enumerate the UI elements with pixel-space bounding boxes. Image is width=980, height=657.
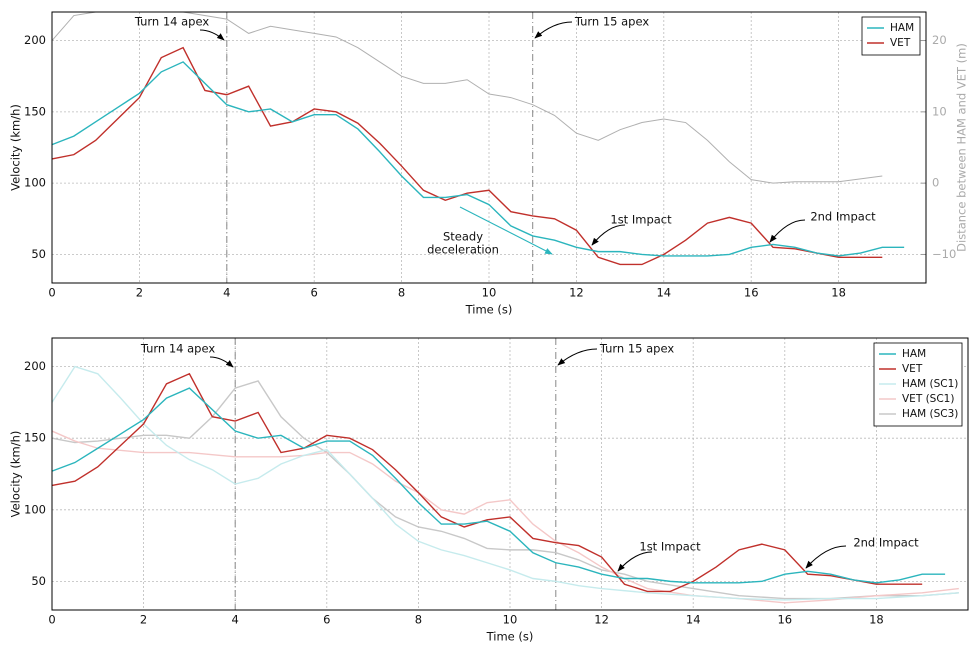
annotation-arrow (557, 348, 598, 366)
annotation-arrow (534, 21, 573, 39)
x-tick-label: 14 (686, 613, 701, 627)
y-tick-label: 150 (24, 431, 46, 445)
legend-label: VET (SC1) (902, 393, 954, 405)
annotation-arrow (209, 356, 234, 368)
x-tick-label: 6 (311, 286, 318, 300)
x-tick-label: 2 (136, 286, 143, 300)
annotation: 1st Impact (639, 540, 701, 554)
x-tick-label: 0 (48, 613, 55, 627)
x-tick-label: 16 (777, 613, 792, 627)
legend-box (861, 16, 921, 56)
data-line (51, 387, 946, 584)
y-tick-label: 200 (24, 33, 46, 47)
annotation-arrow (617, 551, 653, 572)
y2-tick-label: 0 (932, 176, 939, 190)
x-tick-label: 12 (594, 613, 609, 627)
x-tick-label: 12 (569, 286, 584, 300)
y-axis-label: Velocity (km/h) (9, 104, 23, 191)
legend-label: VET (902, 363, 923, 375)
y2-tick-label: 20 (932, 33, 947, 47)
y-tick-label: 100 (24, 502, 46, 516)
annotation: Steady (443, 230, 483, 244)
x-axis-label: Time (s) (465, 303, 513, 317)
legend-label: VET (890, 37, 911, 49)
y2-tick-label: 10 (932, 104, 947, 118)
annotation: deceleration (427, 243, 499, 257)
y-tick-label: 50 (31, 247, 46, 261)
data-line (51, 380, 959, 600)
annotation-arrow (199, 29, 225, 41)
x-tick-label: 10 (503, 613, 518, 627)
legend-label: HAM (SC3) (902, 408, 958, 420)
data-line (51, 61, 905, 257)
annotation: Turn 15 apex (574, 15, 650, 29)
annotation: Turn 14 apex (140, 342, 216, 356)
x-tick-label: 14 (656, 286, 671, 300)
x-tick-label: 4 (232, 613, 239, 627)
data-line (51, 46, 883, 266)
annotation: 2nd Impact (810, 210, 876, 224)
x-tick-label: 10 (482, 286, 497, 300)
plot-frame (51, 11, 927, 284)
data-line (51, 365, 959, 601)
y-tick-label: 100 (24, 176, 46, 190)
plot-frame (51, 337, 969, 611)
x-tick-label: 16 (744, 286, 759, 300)
x-tick-label: 18 (869, 613, 884, 627)
data-line (51, 11, 883, 184)
legend-label: HAM (SC1) (902, 378, 958, 390)
x-tick-label: 0 (48, 286, 55, 300)
annotation-arrow (459, 206, 553, 255)
annotation-arrow (591, 224, 626, 246)
data-line (51, 372, 923, 593)
x-tick-label: 2 (140, 613, 147, 627)
annotation-arrow (805, 545, 847, 569)
annotation: Turn 15 apex (599, 342, 675, 356)
legend-label: HAM (902, 348, 926, 360)
annotation: 1st Impact (610, 213, 672, 227)
x-tick-label: 8 (415, 613, 422, 627)
annotation-arrow (769, 219, 806, 243)
y-axis-label: Velocity (km/h) (9, 431, 23, 518)
x-axis-label: Time (s) (486, 630, 534, 644)
x-tick-label: 6 (323, 613, 330, 627)
y-tick-label: 50 (31, 574, 46, 588)
x-tick-label: 8 (398, 286, 405, 300)
annotation: Turn 14 apex (134, 15, 210, 29)
y2-tick-label: −10 (932, 247, 956, 261)
y2-axis-label: Distance between HAM and VET (m) (955, 43, 969, 252)
x-tick-label: 4 (223, 286, 230, 300)
y-tick-label: 150 (24, 104, 46, 118)
y-tick-label: 200 (24, 359, 46, 373)
x-tick-label: 18 (831, 286, 846, 300)
annotation: 2nd Impact (853, 536, 919, 550)
legend-label: HAM (890, 22, 914, 34)
